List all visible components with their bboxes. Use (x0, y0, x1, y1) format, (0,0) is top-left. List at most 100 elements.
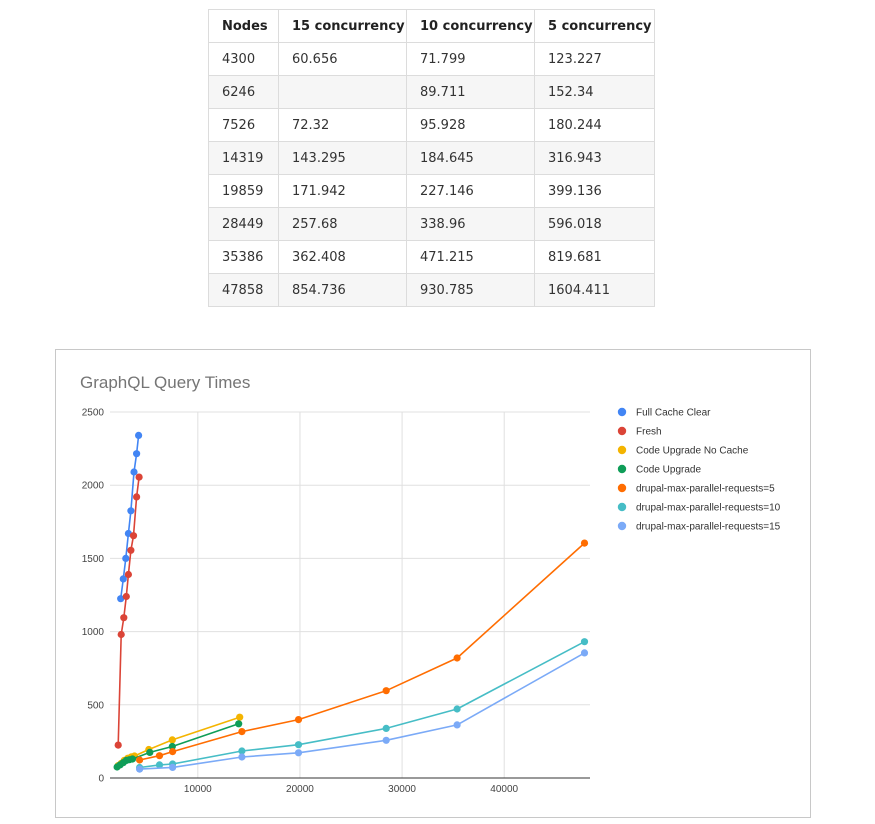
table-header-row: Nodes 15 concurrency 10 concurrency 5 co… (208, 9, 655, 43)
table-cell: 7526 (208, 108, 279, 142)
table-row: 35386 362.408 471.215 819.681 (208, 240, 655, 274)
table-cell: 47858 (208, 273, 279, 307)
data-point (128, 755, 137, 763)
y-tick-label: 1000 (82, 627, 105, 638)
data-point (169, 763, 177, 771)
legend-label: Code Upgrade No Cache (636, 446, 749, 457)
legend-label: drupal-max-parallel-requests=10 (636, 503, 781, 514)
table-cell: 854.736 (278, 273, 407, 307)
legend-label: Full Cache Clear (636, 408, 711, 419)
legend-marker (617, 445, 627, 455)
table-row: 4300 60.656 71.799 123.227 (208, 42, 655, 76)
y-tick-label: 500 (87, 700, 104, 711)
table-row: 6246 89.711 152.34 (208, 75, 655, 109)
series-line (139, 542, 586, 761)
grid (110, 411, 590, 778)
legend-item: drupal-max-parallel-requests=15 (617, 522, 781, 533)
table-cell: 171.942 (278, 174, 407, 208)
table-cell: 257.68 (278, 207, 407, 241)
data-point (130, 468, 138, 476)
series-4 (136, 539, 589, 764)
legend-marker (617, 407, 627, 417)
data-point (122, 554, 130, 562)
table-cell: 152.34 (534, 75, 655, 109)
table-cell: 316.943 (534, 141, 655, 175)
data-point (135, 473, 143, 481)
data-point (169, 748, 177, 756)
series-5 (136, 638, 589, 772)
y-tick-label: 2000 (82, 481, 105, 492)
data-point (155, 752, 164, 760)
table-cell: 180.244 (534, 108, 655, 142)
series-3 (113, 720, 243, 771)
data-point (580, 638, 589, 646)
data-point (127, 546, 135, 554)
data-point (580, 649, 589, 657)
header-nodes: Nodes (208, 9, 279, 43)
legend-item: drupal-max-parallel-requests=10 (617, 502, 781, 514)
data-point (155, 761, 164, 769)
legend-label: drupal-max-parallel-requests=5 (636, 484, 775, 495)
table-cell: 95.928 (406, 108, 535, 142)
table-cell: 89.711 (406, 75, 535, 109)
legend-marker (617, 502, 627, 512)
legend-marker (617, 464, 627, 474)
table-cell: 1604.411 (534, 273, 655, 307)
table-cell: 71.799 (406, 42, 535, 76)
data-point (382, 687, 390, 695)
x-tick-label: 30000 (388, 784, 416, 795)
data-point (382, 724, 390, 732)
data-point (238, 728, 246, 736)
data-point (453, 721, 461, 729)
data-point (136, 756, 144, 764)
line-chart: GraphQL Query Times 0 500 1000 1500 2000 2500… (80, 373, 781, 795)
table-cell: 819.681 (534, 240, 655, 274)
legend-label: Code Upgrade (636, 465, 701, 476)
data-point (294, 716, 303, 724)
legend-item: Fresh (617, 426, 662, 438)
table-cell: 4300 (208, 42, 279, 76)
table-cell: 338.96 (406, 207, 535, 241)
data-point (453, 705, 461, 713)
legend-label: Fresh (636, 427, 662, 438)
data-point (168, 736, 176, 744)
data-point (294, 741, 303, 749)
data-point (133, 450, 141, 458)
data-point (135, 431, 143, 439)
data-point (133, 493, 141, 501)
x-tick-label: 20000 (286, 784, 314, 795)
table-row: 19859 171.942 227.146 399.136 (208, 174, 655, 208)
table-row: 14319 143.295 184.645 316.943 (208, 141, 655, 175)
data-point (120, 614, 128, 622)
data-point (114, 741, 122, 749)
table-cell: 143.295 (278, 141, 407, 175)
table-cell: 471.215 (406, 240, 535, 274)
table-cell: 19859 (208, 174, 279, 208)
header-5-concurrency: 5 concurrency (534, 9, 655, 43)
table-cell: 930.785 (406, 273, 535, 307)
data-point (124, 570, 132, 579)
data-point (168, 742, 176, 751)
legend-item: Code Upgrade No Cache (617, 445, 749, 457)
table-cell: 60.656 (278, 42, 407, 76)
chart-container: GraphQL Query Times 0 500 1000 1500 2000 2500… (55, 349, 811, 818)
data-point (580, 539, 589, 547)
data-point (453, 654, 461, 662)
legend-marker (617, 426, 627, 436)
data-point (238, 753, 246, 761)
results-table: Nodes 15 concurrency 10 concurrency 5 co… (208, 9, 655, 307)
table-cell: 596.018 (534, 207, 655, 241)
table-cell: 14319 (208, 141, 279, 175)
table-cell: 6246 (208, 75, 279, 109)
data-point (122, 592, 130, 601)
legend-item: drupal-max-parallel-requests=5 (617, 484, 775, 495)
data-point (382, 736, 390, 744)
legend-label: drupal-max-parallel-requests=15 (636, 522, 781, 533)
legend-item: Code Upgrade (617, 464, 701, 476)
table-row: 28449 257.68 338.96 596.018 (208, 207, 655, 241)
series-1 (114, 473, 143, 749)
x-tick-label: 40000 (490, 784, 518, 795)
data-point (136, 765, 144, 773)
y-tick-label: 0 (98, 774, 104, 785)
